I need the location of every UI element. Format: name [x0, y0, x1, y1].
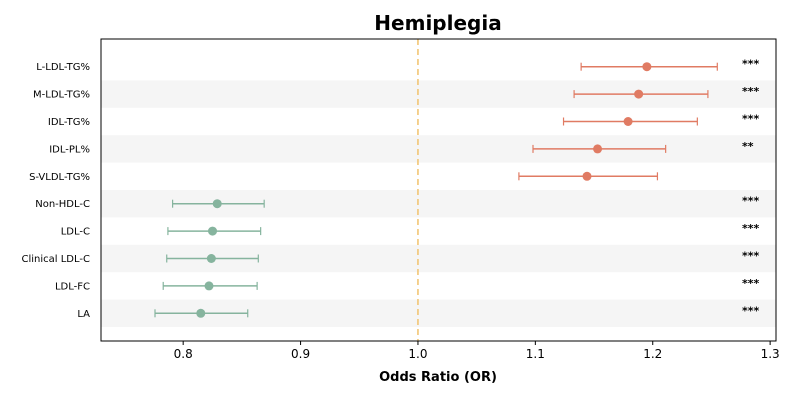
odds-ratio-point — [593, 144, 603, 154]
odds-ratio-point — [623, 117, 633, 126]
row-label: Non-HDL-C — [35, 199, 90, 210]
row-label: IDL-PL% — [49, 144, 90, 155]
data-rows: L-LDL-TG% *** M-LDL-TG% *** IDL-TG% *** IDL-PL… — [22, 58, 760, 320]
significance-stars: *** — [742, 195, 760, 208]
x-tick-label: 1.2 — [643, 347, 662, 361]
forest-row: IDL-TG% *** — [48, 113, 760, 129]
row-label: IDL-TG% — [48, 117, 90, 128]
row-label: LDL-FC — [55, 281, 90, 292]
x-tick-label: 1.3 — [761, 347, 780, 361]
odds-ratio-point — [206, 254, 216, 263]
odds-ratio-point — [204, 281, 214, 291]
forest-row: S-VLDL-TG% — [29, 171, 659, 183]
forest-row: IDL-PL% ** — [49, 140, 754, 156]
forest-row: LA *** — [77, 304, 759, 320]
x-tick-label: 0.8 — [174, 347, 193, 361]
axes — [100, 38, 777, 342]
forest-row: LDL-FC *** — [55, 277, 760, 293]
x-axis-label: Odds Ratio (OR) — [379, 370, 497, 385]
forest-row: LDL-C *** — [61, 222, 760, 238]
significance-stars: *** — [742, 304, 760, 317]
forest-row: Clinical LDL-C *** — [22, 250, 760, 266]
row-label: Clinical LDL-C — [22, 254, 91, 265]
row-band — [101, 135, 776, 163]
significance-stars: *** — [742, 222, 760, 235]
row-label: LA — [77, 309, 90, 320]
x-tick-label: 1.0 — [408, 347, 427, 361]
row-label: L-LDL-TG% — [36, 62, 90, 73]
significance-stars: *** — [742, 58, 760, 71]
plot-frame — [100, 38, 777, 342]
x-tick-label: 1.1 — [526, 347, 545, 361]
forest-row: L-LDL-TG% *** — [36, 58, 759, 74]
odds-ratio-point — [642, 62, 652, 72]
odds-ratio-point — [634, 89, 644, 99]
odds-ratio-point — [212, 199, 222, 209]
row-label: S-VLDL-TG% — [29, 172, 90, 183]
odds-ratio-point — [582, 171, 592, 181]
significance-stars: *** — [742, 113, 760, 126]
significance-stars: *** — [742, 85, 760, 98]
odds-ratio-point — [208, 226, 218, 236]
row-label: M-LDL-TG% — [33, 90, 90, 101]
x-tick-label: 0.9 — [291, 347, 310, 361]
forest-row: M-LDL-TG% *** — [33, 85, 759, 101]
chart-title: Hemiplegia — [374, 11, 501, 35]
significance-stars: *** — [742, 277, 760, 290]
significance-stars: *** — [742, 250, 760, 263]
significance-stars: ** — [742, 140, 754, 153]
row-label: LDL-C — [61, 227, 90, 238]
x-ticks: 0.8 0.9 1.0 1.1 1.2 1.3 — [174, 341, 780, 361]
odds-ratio-point — [196, 308, 206, 318]
forest-row: Non-HDL-C *** — [35, 195, 759, 211]
